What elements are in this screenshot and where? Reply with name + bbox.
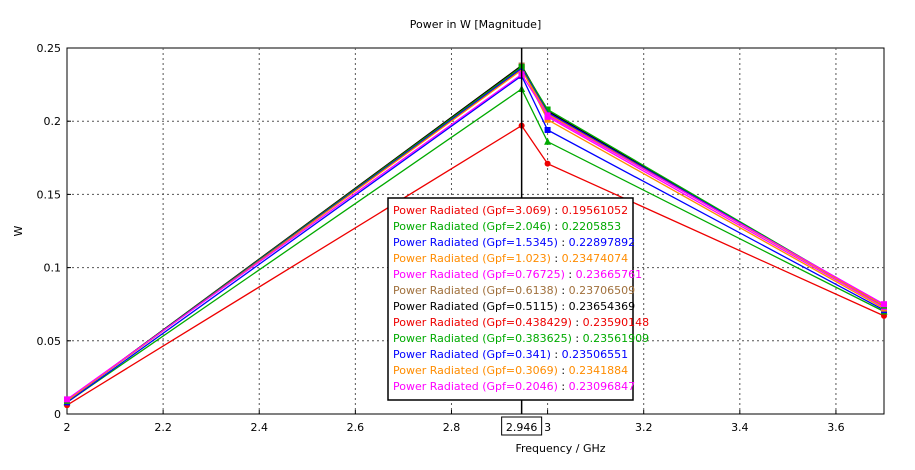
legend-series-name: Power Radiated (Gpf=0.3069) <box>393 364 558 377</box>
y-tick-label: 0.2 <box>44 115 62 128</box>
legend-entry: Power Radiated (Gpf=1.5345) : 0.22897892 <box>393 236 635 249</box>
data-point <box>544 106 551 113</box>
legend-series-name: Power Radiated (Gpf=3.069) <box>393 204 551 217</box>
legend-separator: : <box>551 252 562 265</box>
legend-series-name: Power Radiated (Gpf=2.046) <box>393 220 551 233</box>
legend-entry: Power Radiated (Gpf=2.046) : 0.2205853 <box>393 220 621 233</box>
legend-entry: Power Radiated (Gpf=0.341) : 0.23506551 <box>393 348 628 361</box>
x-tick-label: 3.6 <box>827 421 845 434</box>
legend-separator: : <box>565 268 576 281</box>
legend-entry: Power Radiated (Gpf=0.438429) : 0.235901… <box>393 316 649 329</box>
x-axis-label: Frequency / GHz <box>515 442 605 455</box>
y-tick-label: 0.1 <box>44 262 62 275</box>
legend-value: 0.2205853 <box>562 220 622 233</box>
legend-entry: Power Radiated (Gpf=1.023) : 0.23474074 <box>393 252 628 265</box>
x-tick-label: 3.2 <box>635 421 653 434</box>
legend-series-name: Power Radiated (Gpf=0.341) <box>393 348 551 361</box>
legend-value: 0.23561909 <box>583 332 649 345</box>
legend-separator: : <box>558 284 569 297</box>
x-tick-label: 3.4 <box>731 421 749 434</box>
legend-separator: : <box>572 332 583 345</box>
legend-value: 0.23590148 <box>583 316 649 329</box>
x-tick-label: 2.6 <box>347 421 365 434</box>
data-point <box>544 126 551 133</box>
x-tick-label: 2.2 <box>154 421 172 434</box>
x-tick-label: 3 <box>544 421 551 434</box>
legend-series-name: Power Radiated (Gpf=1.023) <box>393 252 551 265</box>
legend-series-name: Power Radiated (Gpf=0.6138) <box>393 284 558 297</box>
legend-separator: : <box>558 236 569 249</box>
legend-entry: Power Radiated (Gpf=0.3069) : 0.2341884 <box>393 364 628 377</box>
legend-value: 0.2341884 <box>569 364 629 377</box>
data-point <box>544 112 551 119</box>
legend-entry: Power Radiated (Gpf=0.2046) : 0.23096847 <box>393 380 635 393</box>
legend-separator: : <box>572 316 583 329</box>
data-point <box>544 137 552 145</box>
legend-separator: : <box>558 364 569 377</box>
legend-series-name: Power Radiated (Gpf=0.438429) <box>393 316 572 329</box>
legend-value: 0.19561052 <box>562 204 628 217</box>
y-tick-label: 0 <box>54 408 61 421</box>
legend-separator: : <box>551 204 562 217</box>
value-legend-box: Power Radiated (Gpf=3.069) : 0.19561052P… <box>387 197 649 401</box>
legend-frame <box>387 197 634 401</box>
cursor-label: 2.946 <box>506 421 538 434</box>
legend-value: 0.23706509 <box>569 284 635 297</box>
chart-title: Power in W [Magnitude] <box>410 18 542 31</box>
series-line <box>66 73 885 400</box>
legend-series-name: Power Radiated (Gpf=1.5345) <box>393 236 558 249</box>
legend-value: 0.23474074 <box>562 252 628 265</box>
legend-separator: : <box>551 348 562 361</box>
grid-lines <box>67 48 884 414</box>
legend-entry: Power Radiated (Gpf=0.5115) : 0.23654369 <box>393 300 635 313</box>
legend-entry: Power Radiated (Gpf=0.383625) : 0.235619… <box>393 332 649 345</box>
legend-entry: Power Radiated (Gpf=0.6138) : 0.23706509 <box>393 284 635 297</box>
legend-entry: Power Radiated (Gpf=0.76725) : 0.2366576… <box>393 268 642 281</box>
legend-value: 0.23506551 <box>562 348 628 361</box>
data-point <box>544 160 551 167</box>
data-point <box>64 396 70 403</box>
cursor-label-box <box>501 416 543 436</box>
x-tick-label: 2.8 <box>443 421 461 434</box>
x-tick-label: 2 <box>64 421 71 434</box>
data-point <box>881 301 887 308</box>
series-lines <box>63 62 888 409</box>
axis-ticks: 2 2.2 2.4 2.6 2.8 3 3.2 3.4 3.6 0 0.05 0.1 0.15 0.2 0.… <box>37 42 845 434</box>
series-line <box>66 124 885 406</box>
series-line <box>66 74 885 403</box>
legend-value: 0.23096847 <box>569 380 635 393</box>
legend-value: 0.22897892 <box>569 236 635 249</box>
legend-series-name: Power Radiated (Gpf=0.76725) <box>393 268 565 281</box>
legend-separator: : <box>558 300 569 313</box>
legend-value: 0.23665761 <box>576 268 642 281</box>
y-tick-label: 0.15 <box>37 188 62 201</box>
legend-separator: : <box>551 220 562 233</box>
legend-value: 0.23654369 <box>569 300 635 313</box>
y-tick-label: 0.05 <box>37 335 62 348</box>
y-axis-label: W <box>12 225 25 236</box>
legend-series-name: Power Radiated (Gpf=0.5115) <box>393 300 558 313</box>
legend-entry: Power Radiated (Gpf=3.069) : 0.19561052 <box>393 204 628 217</box>
legend-separator: : <box>558 380 569 393</box>
x-tick-label: 2.4 <box>250 421 268 434</box>
series-line <box>66 88 885 403</box>
y-tick-label: 0.25 <box>37 42 62 55</box>
legend-series-name: Power Radiated (Gpf=0.2046) <box>393 380 558 393</box>
legend-series-name: Power Radiated (Gpf=0.383625) <box>393 332 572 345</box>
